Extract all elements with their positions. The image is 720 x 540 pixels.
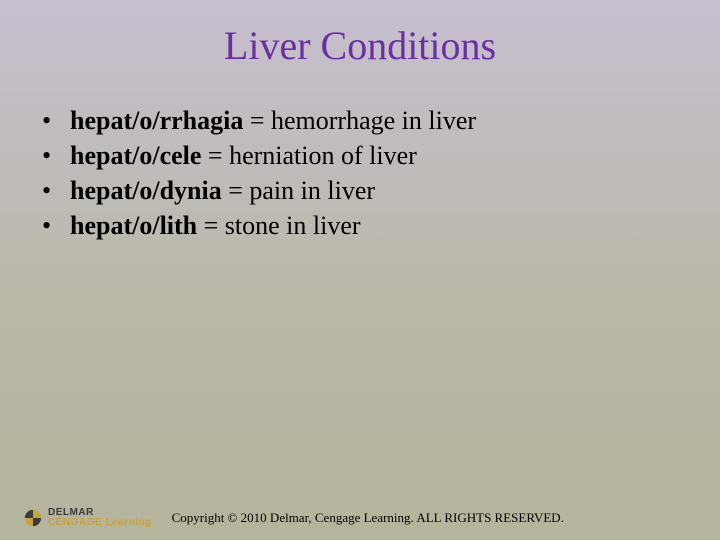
- bullet-dot-icon: •: [40, 208, 70, 243]
- bullet-term: hepat/o/lith: [70, 211, 197, 240]
- logo-line2: CENGAGE Learning: [48, 518, 152, 528]
- bullet-term: hepat/o/dynia: [70, 176, 222, 205]
- slide-footer: DELMAR CENGAGE Learning Copyright © 2010…: [0, 508, 720, 528]
- bullet-definition: = herniation of liver: [201, 141, 416, 170]
- slide-content: • hepat/o/rrhagia = hemorrhage in liver …: [0, 69, 720, 243]
- bullet-definition: = stone in liver: [197, 211, 360, 240]
- list-item: • hepat/o/lith = stone in liver: [40, 208, 680, 243]
- copyright-text: Copyright © 2010 Delmar, Cengage Learnin…: [172, 510, 564, 526]
- bullet-dot-icon: •: [40, 138, 70, 173]
- logo-mark-icon: [24, 509, 42, 527]
- bullet-dot-icon: •: [40, 173, 70, 208]
- bullet-definition: = pain in liver: [222, 176, 375, 205]
- bullet-term: hepat/o/cele: [70, 141, 201, 170]
- bullet-text: hepat/o/dynia = pain in liver: [70, 173, 680, 208]
- list-item: • hepat/o/dynia = pain in liver: [40, 173, 680, 208]
- bullet-term: hepat/o/rrhagia: [70, 106, 243, 135]
- bullet-text: hepat/o/lith = stone in liver: [70, 208, 680, 243]
- bullet-list: • hepat/o/rrhagia = hemorrhage in liver …: [40, 103, 680, 243]
- bullet-definition: = hemorrhage in liver: [243, 106, 476, 135]
- slide-title: Liver Conditions: [0, 0, 720, 69]
- bullet-text: hepat/o/rrhagia = hemorrhage in liver: [70, 103, 680, 138]
- list-item: • hepat/o/cele = herniation of liver: [40, 138, 680, 173]
- list-item: • hepat/o/rrhagia = hemorrhage in liver: [40, 103, 680, 138]
- bullet-text: hepat/o/cele = herniation of liver: [70, 138, 680, 173]
- bullet-dot-icon: •: [40, 103, 70, 138]
- publisher-logo: DELMAR CENGAGE Learning: [24, 508, 152, 528]
- logo-text: DELMAR CENGAGE Learning: [48, 508, 152, 528]
